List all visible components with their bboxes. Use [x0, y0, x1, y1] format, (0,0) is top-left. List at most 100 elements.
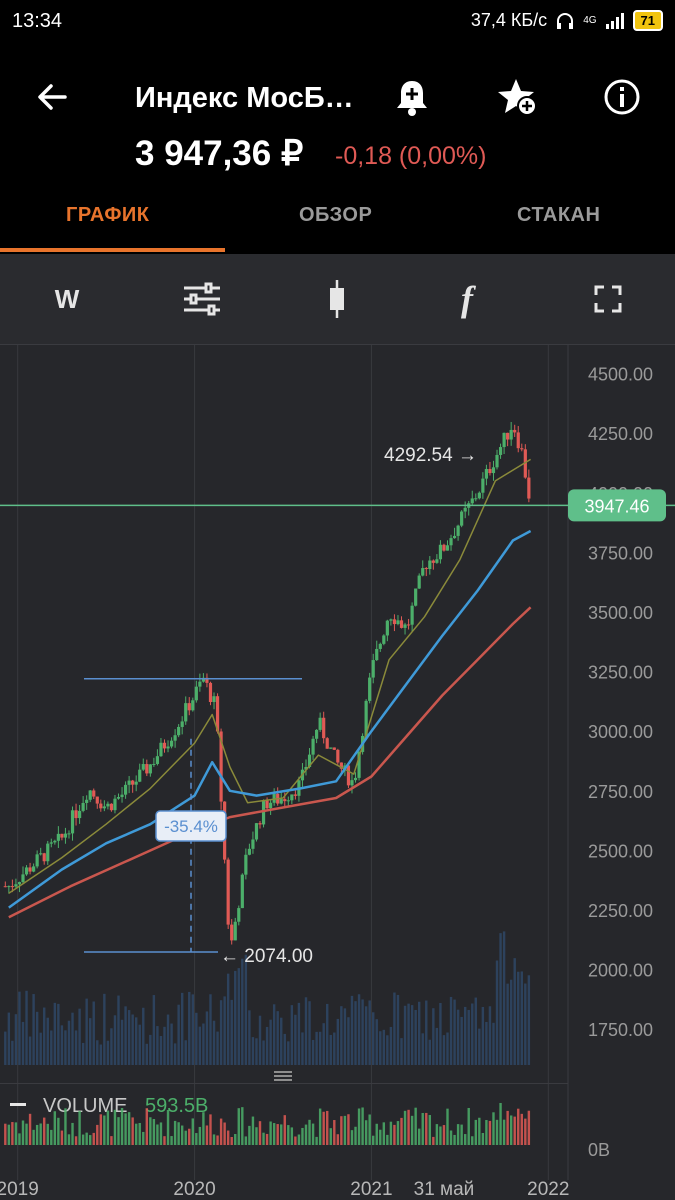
candle-body: [375, 648, 379, 661]
volume-bar: [191, 994, 194, 1065]
volume-pane-bar: [474, 1119, 477, 1145]
candle-body: [371, 660, 375, 678]
volume-bar: [234, 970, 237, 1065]
volume-pane-bar: [21, 1120, 25, 1145]
volume-pane-bar: [71, 1122, 74, 1145]
volume-pane: [4, 1102, 531, 1145]
volume-bar: [481, 1006, 485, 1065]
volume-pane-bar: [361, 1107, 364, 1145]
volume-pane-bar: [124, 1113, 127, 1145]
volume-bar: [170, 1023, 173, 1065]
volume-pane-bar: [517, 1108, 520, 1145]
candle-body: [215, 696, 220, 732]
volume-pane-bar: [117, 1117, 120, 1145]
candle-body: [53, 840, 57, 843]
candle-body: [194, 686, 198, 701]
chart-type-button[interactable]: [312, 274, 362, 324]
add-alert-button[interactable]: [388, 73, 436, 121]
volume-pane-bar: [520, 1113, 523, 1145]
volume-bar: [524, 983, 527, 1065]
indicators-settings-button[interactable]: [177, 274, 227, 324]
volume-pane-bar: [202, 1112, 205, 1145]
candle-body: [145, 764, 149, 774]
volume-value: 593.5B: [145, 1095, 208, 1117]
volume-pane-bar: [432, 1136, 435, 1145]
volume-pane-bar: [39, 1123, 42, 1145]
volume-bar: [272, 1004, 276, 1065]
candle-body: [81, 802, 85, 811]
volume-bar: [177, 1004, 180, 1065]
volume-bar: [400, 1038, 403, 1065]
instrument-title: Индекс МосБ…: [135, 82, 354, 114]
volume-bar: [315, 1031, 318, 1065]
volume-bar: [474, 997, 477, 1065]
volume-bar: [142, 1007, 145, 1065]
volume-bar: [25, 990, 28, 1065]
volume-bar: [520, 971, 523, 1065]
pane-resize-handle[interactable]: [274, 1071, 292, 1081]
y-tick-label: 3500.00: [588, 603, 653, 623]
back-button[interactable]: [28, 73, 76, 121]
volume-pane-bar: [471, 1136, 474, 1145]
volume-bar: [435, 1027, 439, 1065]
volume-bar: [432, 1008, 435, 1065]
tab-chart[interactable]: ГРАФИК: [66, 204, 150, 226]
volume-bar: [287, 1041, 290, 1065]
y-tick-label: 3000.00: [588, 722, 653, 742]
tab-order-book[interactable]: СТАКАН: [517, 204, 601, 226]
volume-pane-bar: [159, 1122, 163, 1145]
volume-bar: [276, 1011, 279, 1065]
candle-body: [187, 703, 191, 711]
candle-body: [141, 764, 145, 770]
volume-bar: [478, 1028, 481, 1065]
add-favorite-button[interactable]: [494, 73, 542, 121]
x-tick-label: 31 май: [414, 1179, 475, 1200]
candle-body: [498, 447, 503, 455]
volume-pane-bar: [205, 1125, 209, 1145]
svg-text:f: f: [461, 279, 476, 319]
candle-body: [520, 448, 524, 450]
volume-bar: [357, 994, 361, 1065]
volume-pane-bar: [173, 1120, 177, 1145]
volume-pane-bar: [96, 1124, 99, 1145]
volume-bar: [372, 1012, 375, 1065]
volume-bar: [57, 1003, 60, 1065]
candle-body: [353, 777, 358, 781]
candle-body: [350, 780, 354, 786]
volume-bar: [326, 1003, 329, 1065]
volume-bar: [149, 1034, 152, 1065]
volume-bar: [78, 1008, 81, 1065]
volume-pane-bar: [425, 1112, 428, 1145]
fullscreen-button[interactable]: [583, 274, 633, 324]
candle-body: [240, 874, 244, 909]
volume-pane-bar: [463, 1134, 467, 1145]
volume-bar: [32, 994, 35, 1065]
price-change: -0,18 (0,00%): [335, 142, 487, 170]
volume-bar: [251, 1037, 255, 1065]
volume-histogram: [4, 931, 531, 1065]
volume-bar: [127, 1010, 131, 1065]
candle-body: [311, 738, 315, 755]
candle-body: [392, 619, 397, 625]
volume-pane-bar: [195, 1133, 198, 1145]
volume-pane-bar: [244, 1136, 248, 1145]
interval-label: W: [54, 283, 80, 314]
tab-overview[interactable]: ОБЗОР: [299, 204, 373, 226]
volume-bar: [113, 1015, 117, 1065]
interval-button[interactable]: W: [42, 274, 92, 324]
volume-bar: [67, 1020, 71, 1065]
volume-bar: [14, 1014, 18, 1065]
volume-pane-bar: [509, 1115, 513, 1145]
price-chart[interactable]: 1750.00 2000.00 2250.00 2500.00 2750.00 3000.…: [0, 345, 675, 1200]
volume-pane-bar: [265, 1133, 269, 1145]
indicators-button[interactable]: f: [446, 274, 496, 324]
volume-pane-bar: [131, 1117, 134, 1145]
volume-pane-bar: [180, 1125, 184, 1145]
current-price-badge: 3947.46: [568, 489, 666, 522]
volume-bar: [216, 1031, 219, 1065]
info-button[interactable]: [598, 73, 646, 121]
candle-body: [460, 511, 464, 526]
volume-bar: [258, 1015, 262, 1065]
candle-body: [109, 803, 114, 811]
candle-body: [184, 703, 188, 722]
